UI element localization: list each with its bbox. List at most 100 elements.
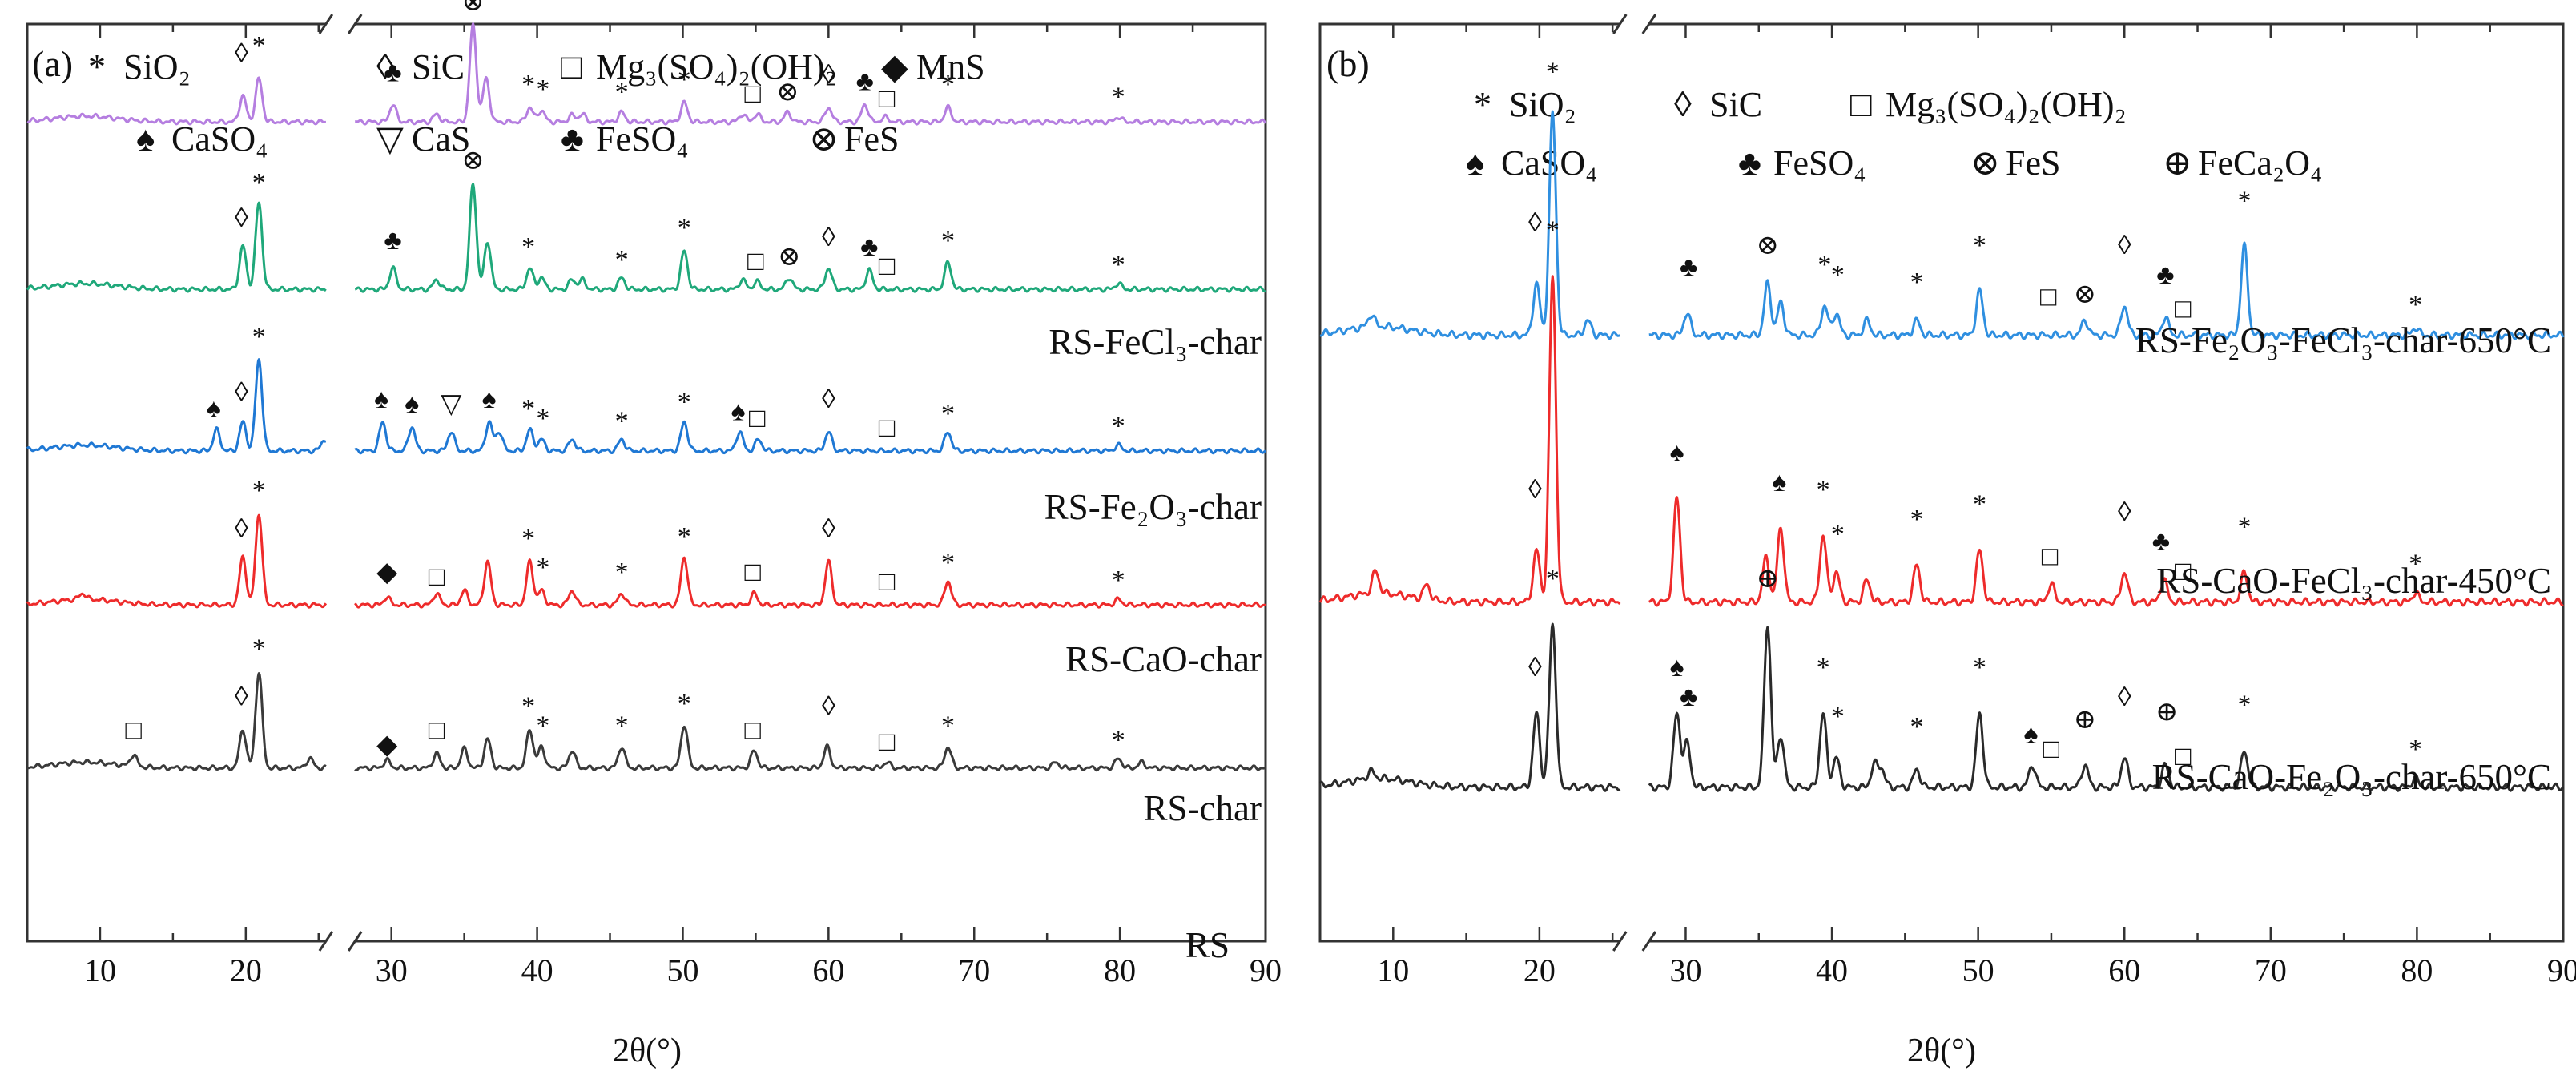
legend-text: Mg₃(SO₄)₂(OH)₂ (596, 47, 837, 87)
peak-marker: ♠ (374, 384, 388, 414)
legend-text: MnS (916, 47, 985, 87)
axis-break-gap (325, 936, 356, 946)
series-label: RS-CaO-Fe₂O₃-char-650°C (2152, 757, 2551, 797)
legend-entry: ◊ SiC (376, 47, 465, 87)
peak-marker: * (1546, 564, 1560, 594)
panel-label: (a) (32, 43, 73, 84)
peak-marker: □ (879, 252, 896, 281)
peak-marker: □ (429, 562, 445, 592)
legend-text: SiC (1709, 85, 1762, 124)
legend-symbol: ⊗ (1970, 143, 2000, 183)
x-tick-label: 30 (376, 952, 408, 988)
peak-marker: * (941, 226, 955, 256)
peak-marker: ♠ (2023, 719, 2038, 749)
peak-marker: ⊗ (461, 0, 485, 17)
peak-marker: * (1546, 215, 1560, 245)
peak-marker: ♣ (856, 67, 874, 97)
axis-break-slash (318, 931, 334, 952)
x-tick-label: 50 (1962, 952, 1994, 988)
peak-marker: * (1112, 411, 1125, 441)
peak-marker: ◊ (2118, 231, 2131, 260)
peak-marker: * (678, 213, 691, 243)
peak-marker: * (615, 245, 629, 275)
axis-break-gap (325, 19, 356, 29)
axis-break-slash (1612, 14, 1628, 34)
legend-entry: □ Mg₃(SO₄)₂(OH)₂ (561, 47, 837, 87)
peak-marker: * (1831, 520, 1845, 550)
peak-marker: □ (745, 79, 762, 109)
peak-marker: * (941, 70, 955, 99)
series-line (1319, 110, 2565, 340)
x-tick-label: 80 (1104, 952, 1136, 988)
axis-break-slash (1612, 931, 1628, 952)
legend-text: FeCa₂O₄ (2198, 143, 2322, 183)
axis-break-slash (1641, 931, 1657, 952)
peak-marker: * (678, 65, 691, 95)
peak-marker: ♣ (1680, 682, 1697, 712)
peak-marker: * (941, 548, 955, 578)
peak-marker: * (536, 404, 549, 433)
axis-break-slash (347, 931, 363, 952)
x-tick-label: 20 (1523, 952, 1556, 988)
peak-marker: □ (2175, 294, 2192, 324)
legend-entry: □ Mg₃(SO₄)₂(OH)₂ (1850, 85, 2127, 124)
legend-text: FeSO₄ (1773, 143, 1866, 183)
legend-entry: ⊕ FeCa₂O₄ (2163, 143, 2322, 183)
x-tick-label: 60 (2108, 952, 2140, 988)
peak-marker: * (1831, 702, 1845, 731)
peak-marker: * (1973, 653, 1986, 682)
x-tick-label: 40 (521, 952, 553, 988)
peak-marker: * (252, 31, 266, 61)
peak-marker: □ (879, 567, 896, 597)
series-label: RS-CaO-char (1065, 639, 1262, 679)
peak-marker: * (2409, 735, 2422, 764)
axis-break-slash (1641, 14, 1657, 34)
legend-symbol: ♠ (136, 119, 155, 159)
peak-marker: ◊ (2118, 497, 2131, 527)
legend-text: FeSO₄ (596, 119, 689, 159)
x-tick-label: 70 (958, 952, 990, 988)
axis-break-gap (1620, 936, 1649, 946)
x-tick-label: 60 (812, 952, 844, 988)
legend-entry: ▽ CaS (376, 119, 470, 159)
peak-marker: * (1973, 231, 1986, 260)
peak-marker: ◊ (1528, 475, 1542, 505)
legend-symbol: ◊ (1674, 85, 1692, 124)
peak-marker: ⊗ (461, 146, 485, 175)
legend-symbol: ♠ (1466, 143, 1484, 183)
peak-marker: * (536, 74, 549, 104)
legend-entry: * SiO₂ (1474, 85, 1576, 124)
legend-entry: ◊ SiC (1674, 85, 1762, 124)
peak-marker: ◊ (822, 223, 835, 252)
x-tick-label: 10 (1377, 952, 1409, 988)
peak-marker: * (1546, 57, 1560, 87)
series-label: RS-FeCl₃-char (1049, 322, 1262, 362)
peak-marker: ◊ (235, 377, 248, 407)
legend-symbol: * (88, 47, 106, 87)
series-label: RS-Fe₂O₃-char (1044, 487, 1262, 527)
peak-marker: ♠ (405, 389, 419, 419)
peak-marker: ◊ (235, 39, 248, 69)
peak-marker: ♠ (731, 397, 746, 426)
peak-marker: □ (126, 716, 143, 746)
x-tick-label: 10 (84, 952, 116, 988)
peak-marker: * (521, 524, 535, 554)
peak-marker: □ (745, 716, 762, 746)
peak-marker: * (1973, 490, 1986, 520)
peak-marker: ◊ (822, 384, 835, 414)
x-tick-label: 30 (1669, 952, 1701, 988)
series-line (26, 22, 1267, 126)
peak-marker: ⊗ (2074, 280, 2097, 309)
peak-marker: ⊗ (778, 242, 801, 272)
peak-marker: □ (2175, 742, 2192, 771)
peak-marker: * (1112, 250, 1125, 280)
series-line (1318, 622, 2564, 792)
peak-marker: * (1112, 83, 1125, 112)
legend-symbol: ⊗ (809, 119, 839, 159)
peak-marker: * (252, 476, 266, 505)
legend-text: Mg₃(SO₄)₂(OH)₂ (1886, 85, 2127, 124)
peak-marker: ◊ (2118, 682, 2131, 712)
peak-marker: * (2409, 290, 2422, 320)
peak-marker: ◊ (235, 682, 248, 712)
